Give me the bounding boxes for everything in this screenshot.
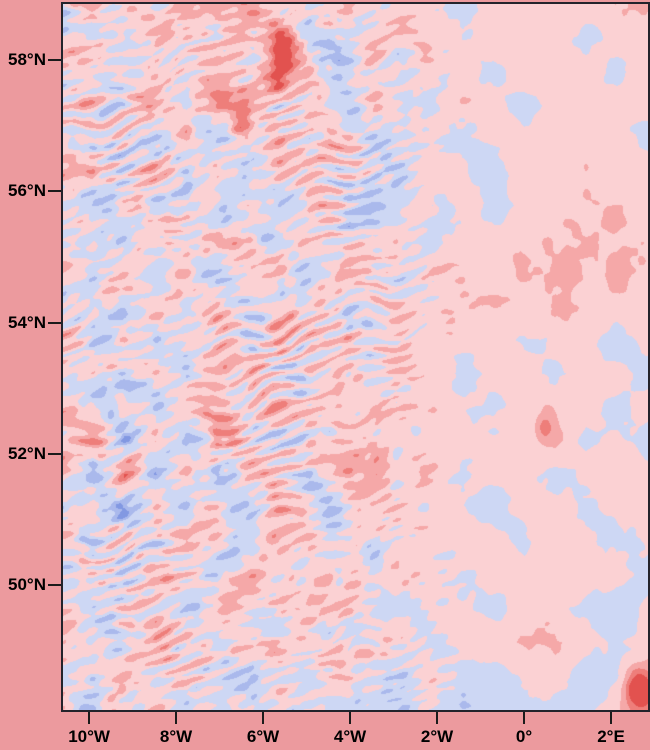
y-tick-mark (48, 452, 61, 455)
anomaly-field-heatmap (63, 4, 648, 710)
map-plot-frame (61, 2, 650, 712)
x-tick-mark (262, 712, 265, 724)
x-tick-mark (88, 712, 91, 724)
x-tick-mark (610, 712, 613, 724)
x-tick-label: 6°W (246, 727, 280, 746)
y-tick-mark (48, 584, 61, 587)
x-tick-label: 4°W (333, 727, 367, 746)
x-tick-mark (175, 712, 178, 724)
y-tick-mark (48, 190, 61, 193)
x-tick-label: 10°W (68, 727, 110, 746)
y-tick-label: 52°N (8, 443, 46, 463)
y-tick-label: 56°N (8, 181, 46, 201)
y-tick-mark (48, 58, 61, 61)
y-tick-mark (48, 321, 61, 324)
x-tick-label: 0° (515, 727, 533, 746)
x-tick-mark (523, 712, 526, 724)
x-tick-label: 2°E (597, 727, 625, 746)
x-tick-label: 2°W (420, 727, 454, 746)
y-tick-label: 50°N (8, 575, 46, 595)
x-tick-label: 8°W (159, 727, 193, 746)
y-tick-label: 58°N (8, 49, 46, 69)
x-tick-mark (436, 712, 439, 724)
x-tick-mark (349, 712, 352, 724)
y-tick-label: 54°N (8, 312, 46, 332)
